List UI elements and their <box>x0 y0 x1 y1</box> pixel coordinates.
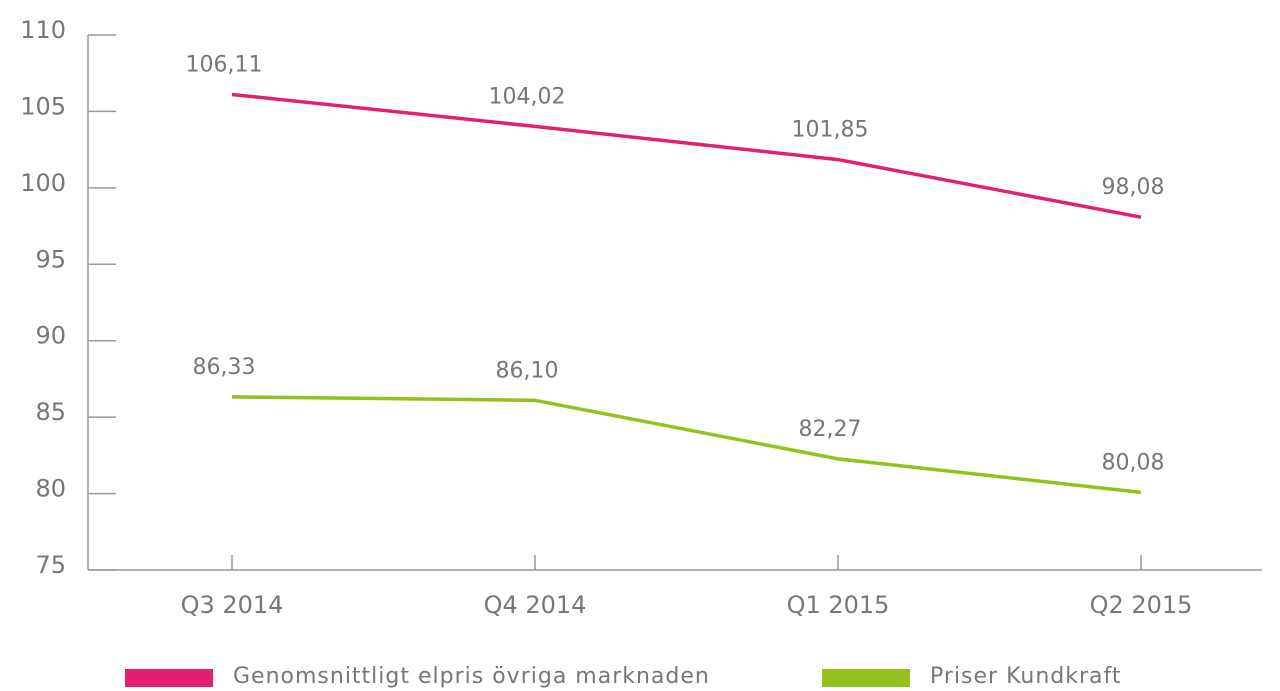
y-tick-label: 90 <box>35 322 66 350</box>
data-label: 80,08 <box>1102 450 1165 475</box>
y-tick-label: 75 <box>35 551 66 579</box>
legend-swatch <box>125 669 213 687</box>
data-label: 106,11 <box>186 52 263 77</box>
data-label: 98,08 <box>1102 175 1165 200</box>
y-tick-label: 95 <box>35 245 66 273</box>
series-line <box>231 92 1142 219</box>
data-label: 104,02 <box>489 84 566 109</box>
y-tick-label: 80 <box>35 475 66 503</box>
x-tick-label: Q4 2014 <box>484 591 587 619</box>
data-label: 86,33 <box>193 355 256 380</box>
legend-label: Priser Kundkraft <box>930 664 1122 689</box>
series-line <box>231 395 1142 495</box>
x-tick-label: Q2 2015 <box>1090 591 1193 619</box>
y-tick-label: 100 <box>20 169 66 197</box>
data-label: 86,10 <box>496 358 559 383</box>
legend-label: Genomsnittligt elpris övriga marknaden <box>233 664 710 689</box>
y-tick-label: 110 <box>20 16 66 44</box>
x-tick-label: Q3 2014 <box>181 591 284 619</box>
y-tick-label: 105 <box>20 92 66 120</box>
y-tick-label: 85 <box>35 398 66 426</box>
legend-swatch <box>822 669 910 687</box>
data-label: 82,27 <box>799 417 862 442</box>
data-label: 101,85 <box>792 118 869 143</box>
x-tick-label: Q1 2015 <box>787 591 890 619</box>
